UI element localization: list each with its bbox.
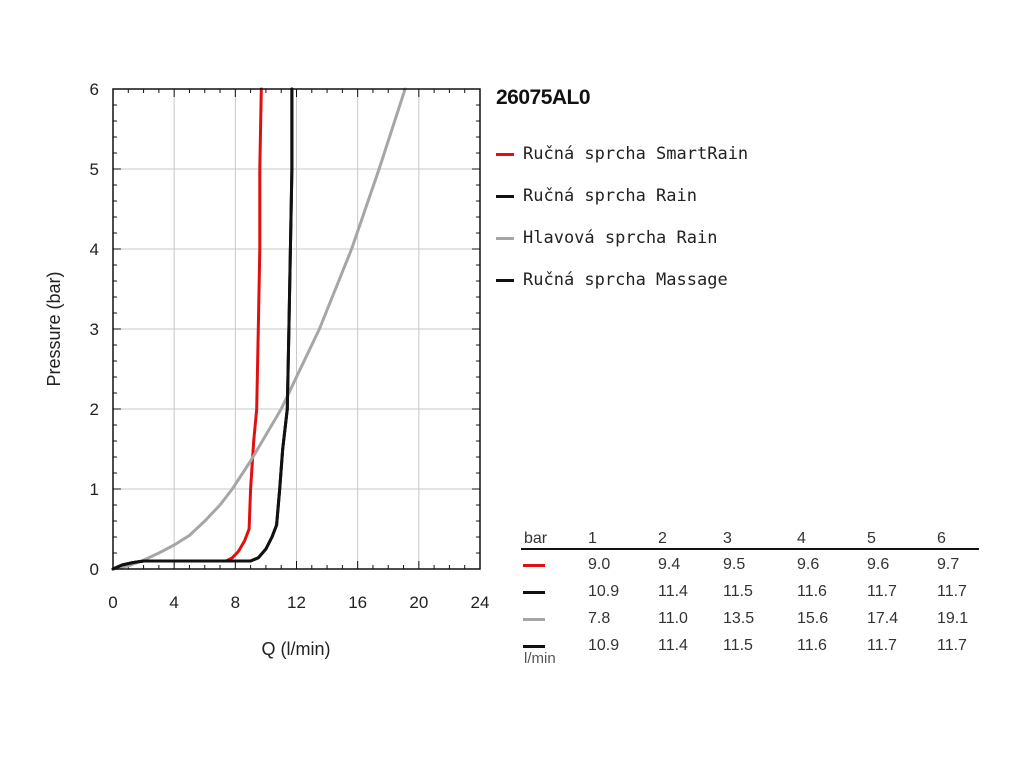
table-cell: 10.9 bbox=[588, 583, 620, 600]
y-tick-label: 1 bbox=[90, 480, 99, 499]
table-cell: 11.6 bbox=[797, 583, 827, 600]
table-cell: 10.9 bbox=[588, 637, 620, 654]
series-line-4 bbox=[111, 87, 294, 571]
table-cell: 11.5 bbox=[723, 583, 753, 600]
table-cell: 11.7 bbox=[867, 637, 897, 654]
legend-label: Ručná sprcha SmartRain bbox=[523, 144, 749, 164]
table-cell: 9.4 bbox=[658, 556, 681, 573]
chart-title: 26075AL0 bbox=[496, 86, 591, 109]
x-tick-label: 8 bbox=[231, 593, 240, 612]
legend-item: Ručná sprcha SmartRain bbox=[496, 143, 748, 165]
x-axis-label: Q (l/min) bbox=[262, 639, 331, 659]
table-cell: 11.4 bbox=[658, 637, 688, 654]
y-tick-label: 2 bbox=[90, 400, 99, 419]
x-tick-label: 16 bbox=[348, 593, 367, 612]
series-line-3 bbox=[111, 87, 407, 571]
table-column-header: 6 bbox=[937, 530, 946, 547]
table-row-swatch bbox=[523, 591, 545, 594]
y-tick-label: 0 bbox=[90, 560, 99, 579]
table-column-header: 4 bbox=[797, 530, 806, 547]
y-tick-label: 4 bbox=[90, 240, 99, 259]
x-tick-label: 4 bbox=[169, 593, 178, 612]
table-cell: 9.6 bbox=[867, 556, 890, 573]
table-cell: 9.5 bbox=[723, 556, 746, 573]
table-cell: 13.5 bbox=[723, 610, 755, 627]
table-unit-label: l/min bbox=[524, 650, 556, 667]
y-axis-label: Pressure (bar) bbox=[44, 271, 64, 386]
table-row: 9.0 9.4 9.5 9.6 9.6 9.7 bbox=[521, 550, 979, 577]
table-cell: 9.0 bbox=[588, 556, 611, 573]
table-column-header: 1 bbox=[588, 530, 597, 547]
table-header: bar 1 2 3 4 5 6 bbox=[521, 528, 979, 548]
x-tick-label: 12 bbox=[287, 593, 306, 612]
table-cell: 9.7 bbox=[937, 556, 960, 573]
x-tick-label: 0 bbox=[108, 593, 117, 612]
table-header-unit: bar bbox=[524, 530, 548, 547]
table-cell: 11.7 bbox=[937, 637, 967, 654]
table-row-swatch bbox=[523, 564, 545, 567]
legend-label: Hlavová sprcha Rain bbox=[523, 228, 718, 248]
table-cell: 11.7 bbox=[937, 583, 967, 600]
y-tick-label: 6 bbox=[90, 80, 99, 99]
table-row-swatch bbox=[523, 618, 545, 621]
table-column-header: 3 bbox=[723, 530, 732, 547]
legend-item: Ručná sprcha Rain bbox=[496, 185, 697, 207]
table-column-header: 5 bbox=[867, 530, 876, 547]
table-cell: 11.7 bbox=[867, 583, 897, 600]
table-cell: 11.4 bbox=[658, 583, 688, 600]
table-row-swatch bbox=[523, 645, 545, 648]
y-tick-label: 5 bbox=[90, 160, 99, 179]
table-cell: 15.6 bbox=[797, 610, 829, 627]
table-row: 7.8 11.0 13.5 15.6 17.4 19.1 bbox=[521, 604, 979, 631]
legend-item: Hlavová sprcha Rain bbox=[496, 227, 717, 249]
legend-swatch bbox=[496, 278, 514, 282]
table-cell: 11.6 bbox=[797, 637, 827, 654]
legend-label: Ručná sprcha Rain bbox=[523, 186, 697, 206]
table-row: 10.9 11.4 11.5 11.6 11.7 11.7 bbox=[521, 577, 979, 604]
legend-swatch bbox=[496, 152, 514, 156]
table-cell: 9.6 bbox=[797, 556, 820, 573]
plot-frame bbox=[112, 88, 481, 570]
table-cell: 17.4 bbox=[867, 610, 899, 627]
table-divider bbox=[521, 548, 979, 550]
table-cell: 19.1 bbox=[937, 610, 969, 627]
table-row: 10.9 11.4 11.5 11.6 11.7 11.7 bbox=[521, 631, 979, 658]
legend-item: Ručná sprcha Massage bbox=[496, 269, 728, 291]
y-tick-label: 3 bbox=[90, 320, 99, 339]
legend-label: Ručná sprcha Massage bbox=[523, 270, 728, 290]
table-cell: 11.0 bbox=[658, 610, 688, 627]
table-cell: 11.5 bbox=[723, 637, 753, 654]
table-column-header: 2 bbox=[658, 530, 667, 547]
table-cell: 7.8 bbox=[588, 610, 611, 627]
x-tick-label: 24 bbox=[471, 593, 490, 612]
x-tick-label: 20 bbox=[409, 593, 428, 612]
legend-swatch bbox=[496, 194, 514, 198]
legend-swatch bbox=[496, 236, 514, 240]
